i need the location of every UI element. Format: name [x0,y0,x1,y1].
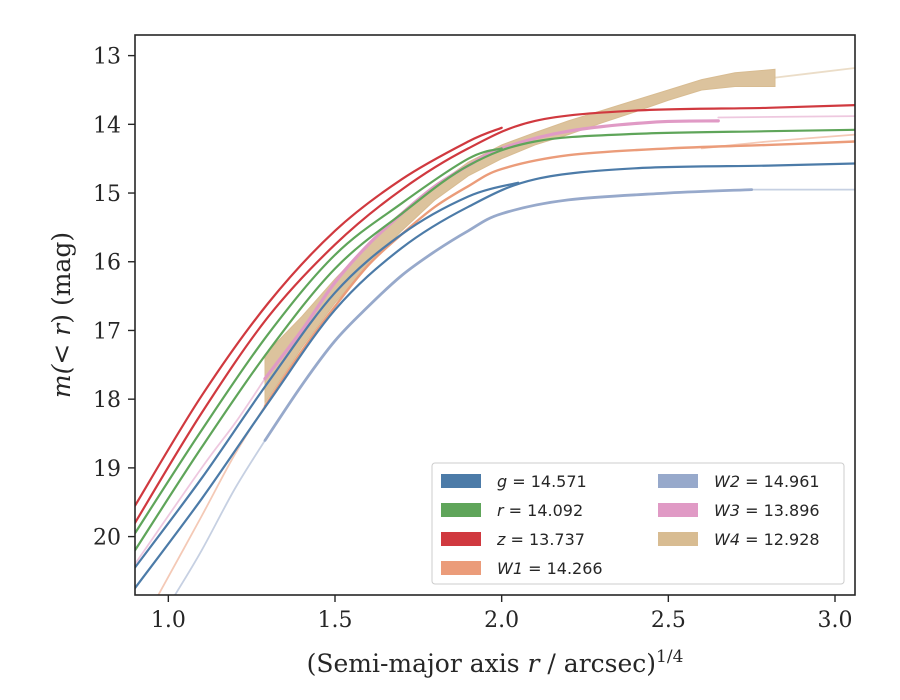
y-axis-label: m(< r) (mag) [47,232,76,398]
legend-label-w1: W1 = 14.266 [497,559,603,578]
legend-swatch-w3 [658,503,698,517]
series-z-line-1 [135,104,855,524]
ticks-layer: 1.0 1.5 2.0 2.5 3.0 13 14 15 16 17 18 19 20 [93,45,853,633]
legend-swatch-z [441,532,481,546]
x-tick-label-1.5: 1.5 [318,608,353,633]
legend-swatch-r [441,503,481,517]
x-tick-label-3.0: 3.0 [818,608,853,633]
series-layer [135,67,855,595]
legend-swatch-g [441,474,481,488]
y-tick-label-16: 16 [93,251,121,276]
series-w2-line-1 [263,188,754,442]
legend-label-r: r = 14.092 [497,501,583,520]
series-w1-line-3 [700,133,855,150]
plot-frame [134,34,856,596]
y-tick-label-19: 19 [93,457,121,482]
series-w3-line-1 [263,119,720,381]
legend-label-w2: W2 = 14.961 [714,472,820,491]
y-tick-label-15: 15 [93,182,121,207]
x-tick-label-2.5: 2.5 [651,608,686,633]
legend: g = 14.571 W2 = 14.961 r = 14.092 W3 = 13.8… [431,462,845,585]
series-r-line-2 [135,147,503,535]
legend-label-w3: W3 = 13.896 [714,501,820,520]
y-tick-label-18: 18 [93,388,121,413]
series-g-line-2 [135,181,520,569]
series-w3-line-3 [717,115,855,119]
series-w4-line-1 [774,67,855,79]
series-w2-line-2 [174,439,266,595]
x-axis-label: (Semi-major axis r / arcsec)1/4 [307,647,684,678]
series-r-line-1 [135,128,855,552]
y-tick-label-14: 14 [93,113,121,138]
y-tick-label-17: 17 [93,319,121,344]
legend-swatch-w4 [658,532,698,546]
y-tick-label-20: 20 [93,526,121,551]
legend-label-z: z = 13.737 [496,530,585,549]
x-tick-label-1.0: 1.0 [151,608,186,633]
legend-label-g: g = 14.571 [497,472,587,491]
series-z-line-2 [135,126,503,507]
legend-label-w4: W4 = 12.928 [714,530,820,549]
series-w3-line-2 [135,377,266,565]
legend-box [431,462,845,585]
legend-swatch-w1 [441,561,481,575]
legend-swatch-w2 [658,474,698,488]
y-tick-label-13: 13 [93,45,121,70]
series-w1-line-1 [263,140,855,408]
x-tick-label-2.0: 2.0 [484,608,519,633]
series-g-line-1 [135,162,855,590]
